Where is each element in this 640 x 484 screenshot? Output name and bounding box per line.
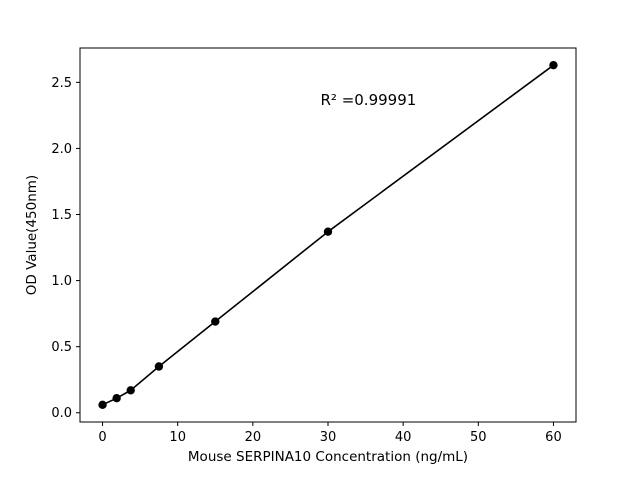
x-axis: 0 10 20 30 40 50 60	[98, 422, 562, 445]
data-point	[126, 386, 135, 395]
data-point	[154, 362, 164, 371]
x-axis-label: Mouse SERPINA10 Concentration (ng/mL)	[188, 449, 468, 465]
data-point	[549, 60, 558, 70]
y-tick-label: 1.0	[51, 274, 72, 289]
x-tick-label: 10	[169, 430, 186, 445]
data-point	[112, 394, 121, 403]
x-tick-label: 30	[320, 430, 337, 445]
x-tick-label: 60	[545, 430, 562, 445]
y-axis-label: OD Value(450nm)	[24, 175, 40, 295]
y-tick-label: 0.5	[51, 340, 72, 355]
x-tick-label: 40	[395, 430, 412, 445]
x-tick-label: 20	[245, 430, 262, 445]
x-tick-label: 50	[470, 430, 487, 445]
data-point	[211, 317, 220, 326]
x-tick-label: 0	[98, 430, 106, 445]
data-point	[98, 400, 107, 410]
y-tick-label: 2.0	[51, 142, 72, 157]
y-tick-label: 2.5	[51, 76, 72, 91]
data-point	[323, 227, 333, 236]
y-axis: 0.0 0.5 1.0 1.5 2.0 2.5	[51, 76, 80, 421]
r-squared-annotation: R² =0.99991	[320, 91, 416, 109]
y-tick-label: 0.0	[51, 406, 72, 421]
data-points	[98, 60, 558, 410]
y-tick-label: 1.5	[51, 208, 72, 223]
